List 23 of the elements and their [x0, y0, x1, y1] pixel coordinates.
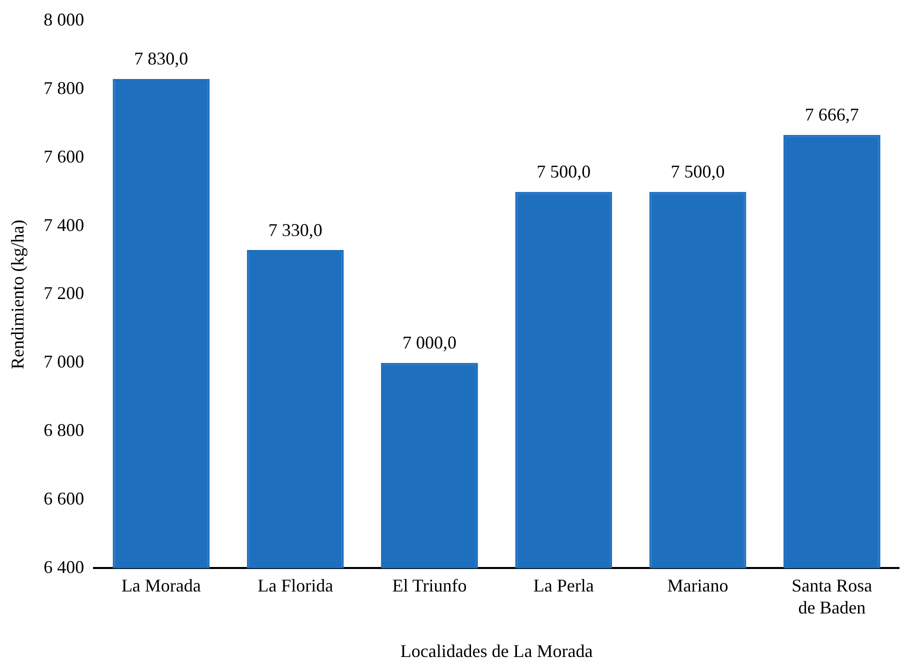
y-tick-label: 8 000: [44, 10, 84, 30]
y-tick-label: 7 200: [44, 283, 84, 304]
data-label: 7 330,0: [268, 220, 322, 240]
x-tick-label: Santa Rosa de Baden: [792, 576, 872, 618]
y-tick-label: 7 800: [44, 78, 84, 98]
x-tick-label: La Florida: [258, 576, 334, 596]
x-tick-label: La Perla: [533, 576, 594, 596]
x-axis-title: Localidades de La Morada: [400, 640, 593, 661]
y-tick-label: 6 600: [44, 488, 84, 509]
data-label: 7 500,0: [536, 162, 591, 182]
data-label: 7 500,0: [670, 162, 725, 182]
data-label: 7 000,0: [402, 332, 456, 353]
y-tick-label: 7 000: [44, 352, 84, 372]
data-label: 7 830,0: [134, 48, 188, 69]
data-label: 7 666,7: [804, 104, 859, 125]
y-tick-label: 7 400: [44, 214, 84, 235]
y-tick-label: 6 400: [44, 556, 84, 577]
y-tick-label: 6 800: [44, 420, 84, 440]
x-tick-label: La Morada: [121, 576, 201, 596]
y-tick-label: 7 600: [44, 146, 84, 166]
y-axis-title: Rendimiento (kg/ha): [8, 220, 28, 370]
x-tick-label: El Triunfo: [392, 576, 467, 596]
x-tick-label: Mariano: [667, 576, 728, 596]
